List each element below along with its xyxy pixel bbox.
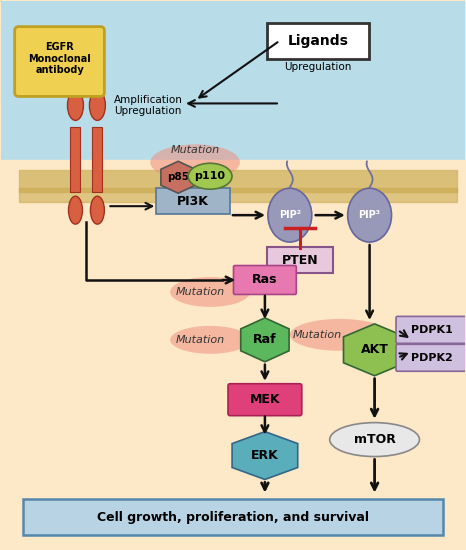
Text: Mutation: Mutation (176, 335, 225, 345)
Text: MEK: MEK (250, 393, 280, 406)
Text: Mutation: Mutation (171, 145, 219, 155)
Ellipse shape (89, 90, 105, 120)
Text: ERK: ERK (251, 449, 279, 462)
Text: PI3K: PI3K (177, 195, 209, 208)
Ellipse shape (290, 319, 390, 351)
Ellipse shape (170, 326, 250, 354)
Text: Ligands: Ligands (288, 34, 348, 48)
Ellipse shape (90, 196, 104, 224)
Ellipse shape (348, 188, 391, 242)
Bar (70, 128, 81, 192)
Polygon shape (241, 318, 289, 362)
Text: p85: p85 (167, 172, 189, 182)
FancyBboxPatch shape (233, 266, 296, 294)
Text: PIP³: PIP³ (359, 210, 381, 220)
Polygon shape (343, 324, 406, 376)
Bar (19, 188, 457, 202)
FancyBboxPatch shape (267, 23, 369, 58)
Text: Upregulation: Upregulation (284, 62, 351, 72)
Text: PDPK2: PDPK2 (411, 353, 452, 363)
Ellipse shape (69, 196, 82, 224)
FancyBboxPatch shape (396, 316, 466, 343)
Polygon shape (161, 161, 195, 193)
FancyBboxPatch shape (267, 247, 333, 273)
Ellipse shape (150, 144, 240, 180)
FancyBboxPatch shape (14, 26, 104, 96)
Ellipse shape (68, 90, 83, 120)
Text: PIP²: PIP² (279, 210, 301, 220)
Polygon shape (232, 432, 298, 480)
Text: Mutation: Mutation (176, 287, 225, 297)
Text: p110: p110 (195, 171, 226, 182)
FancyBboxPatch shape (23, 499, 443, 535)
Text: Cell growth, proliferation, and survival: Cell growth, proliferation, and survival (97, 511, 369, 524)
Text: PTEN: PTEN (281, 254, 318, 267)
FancyBboxPatch shape (156, 188, 230, 214)
Text: PDPK1: PDPK1 (411, 325, 452, 335)
Text: Amplification
Upregulation: Amplification Upregulation (114, 95, 183, 116)
Text: AKT: AKT (361, 343, 389, 356)
Bar (0, 160, 466, 549)
Text: Mutation: Mutation (293, 330, 343, 340)
Text: Ras: Ras (252, 273, 278, 287)
Ellipse shape (188, 163, 232, 189)
Text: Raf: Raf (253, 333, 277, 346)
FancyBboxPatch shape (396, 344, 466, 371)
Ellipse shape (330, 422, 419, 456)
Ellipse shape (170, 277, 250, 307)
Bar (0, 1, 466, 160)
Ellipse shape (268, 188, 312, 242)
Bar (92, 128, 103, 192)
Text: mTOR: mTOR (354, 433, 396, 446)
Bar (19, 170, 457, 192)
Text: EGFR
Monoclonal
antibody: EGFR Monoclonal antibody (28, 42, 91, 75)
FancyBboxPatch shape (228, 384, 302, 416)
